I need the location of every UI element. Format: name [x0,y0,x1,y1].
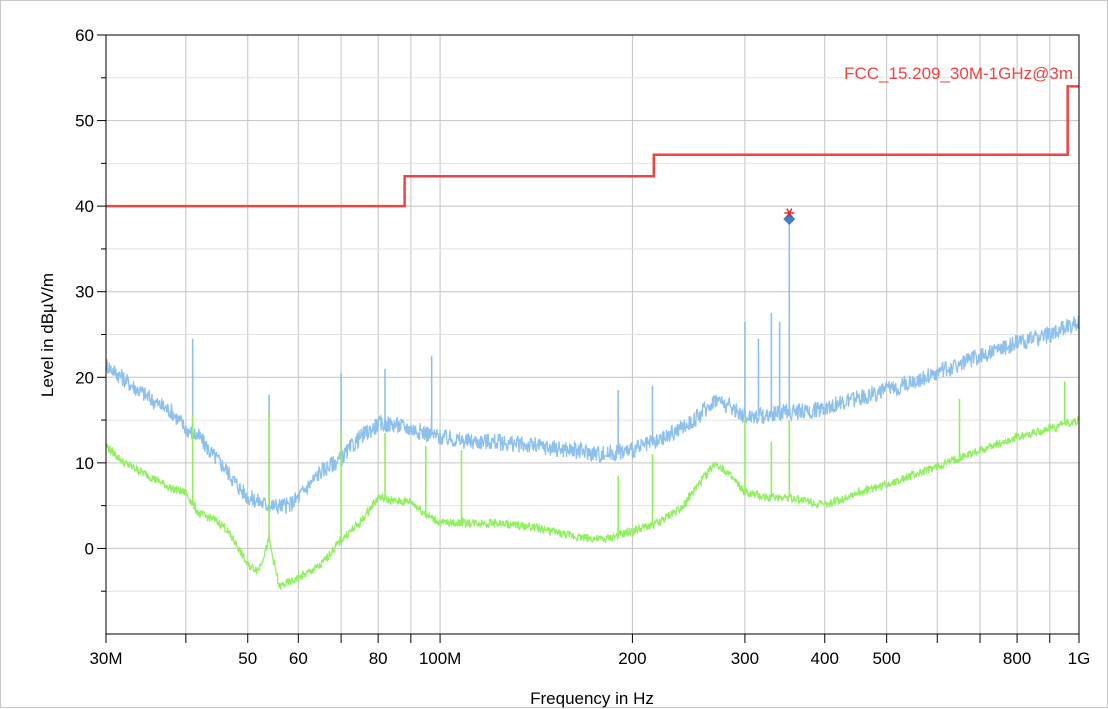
y-tick-label: 30 [75,283,94,302]
peak-trace [105,315,1080,515]
x-tick-label: 100M [419,649,462,668]
x-tick-label: 50 [238,649,257,668]
limit-line-label: FCC_15.209_30M-1GHz@3m [844,64,1073,83]
y-axis-title: Level in dBµV/m [38,273,57,397]
x-tick-label: 60 [289,649,308,668]
y-tick-label: 20 [75,368,94,387]
x-tick-labels: 30M 50 60 80 100M 200 300 400 500 800 1G [89,649,1090,668]
y-tick-label: 0 [85,539,94,558]
x-tick-label: 300 [731,649,759,668]
x-tick-label: 200 [618,649,646,668]
x-tick-label: 400 [811,649,839,668]
marker-layer [783,208,796,225]
y-tick-label: 10 [75,454,94,473]
peak-marker-star [784,208,795,218]
x-tick-label: 500 [872,649,900,668]
x-tick-label: 800 [1003,649,1031,668]
x-tick-label: 30M [89,649,122,668]
y-tick-labels: 0 10 20 30 40 50 60 [75,26,94,558]
limit-line [106,85,1079,208]
peak-marker-diamond [783,212,796,225]
x-tick-label: 1G [1068,649,1091,668]
y-tick-label: 50 [75,112,94,131]
x-axis-title: Frequency in Hz [530,689,654,708]
series-layer [105,85,1080,590]
y-tick-label: 40 [75,197,94,216]
x-tick-label: 80 [369,649,388,668]
average-trace [105,415,1080,590]
y-tick-label: 60 [75,26,94,45]
star-stroke [786,208,793,218]
plot-border [105,34,1080,635]
